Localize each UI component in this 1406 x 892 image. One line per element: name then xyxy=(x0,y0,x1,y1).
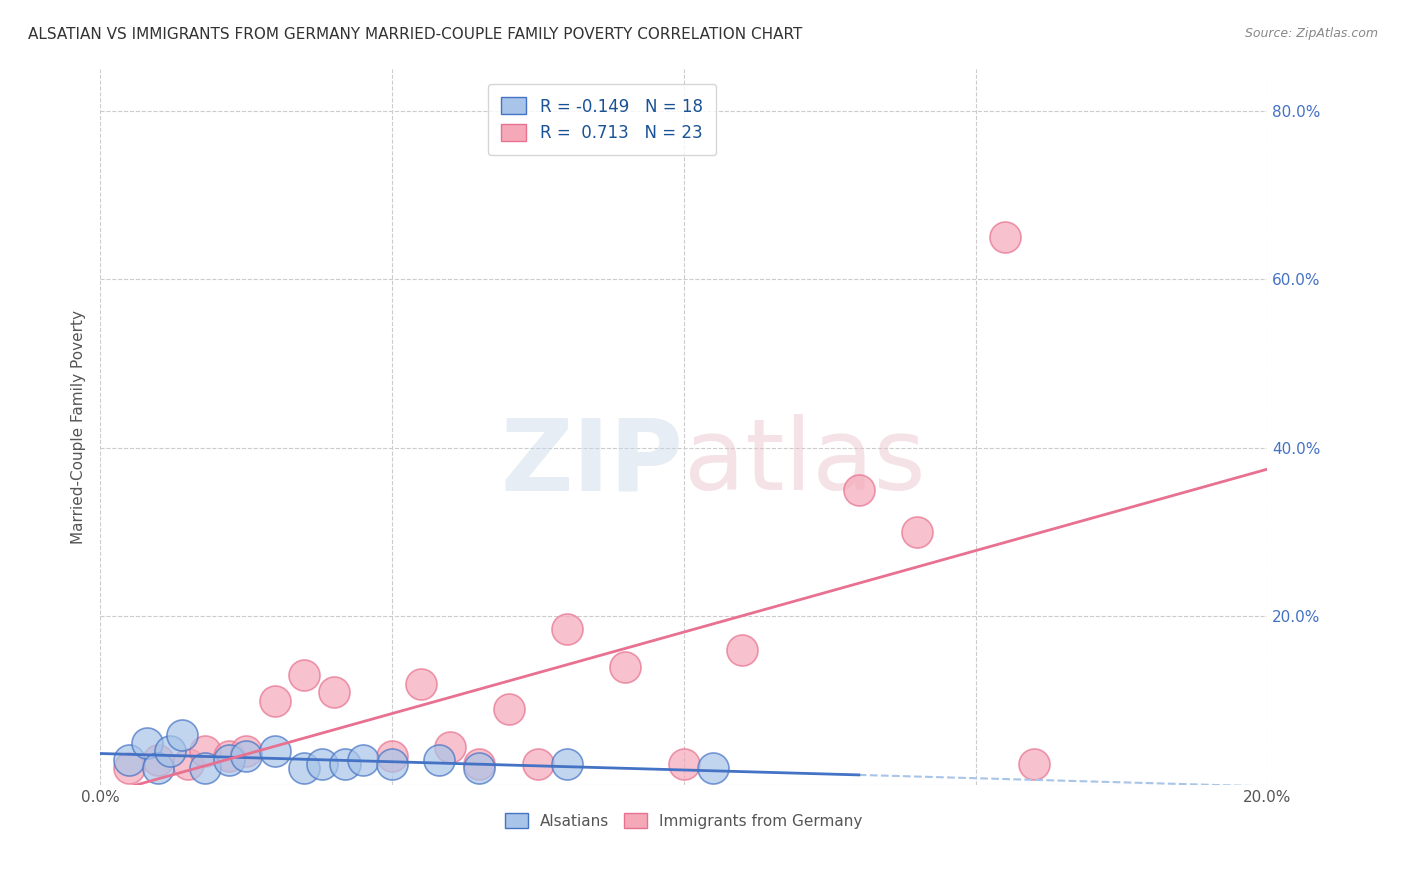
Point xyxy=(218,753,240,767)
Point xyxy=(411,677,433,691)
Point xyxy=(555,622,578,636)
Point xyxy=(994,230,1017,244)
Point xyxy=(176,757,198,772)
Point xyxy=(427,753,450,767)
Point xyxy=(848,483,870,497)
Point xyxy=(170,727,193,741)
Point xyxy=(264,744,287,758)
Point xyxy=(194,761,217,775)
Point xyxy=(468,761,491,775)
Point xyxy=(1022,757,1045,772)
Point xyxy=(498,702,520,716)
Point xyxy=(292,668,315,682)
Point xyxy=(672,757,695,772)
Point xyxy=(352,753,374,767)
Point xyxy=(439,740,461,755)
Point xyxy=(311,757,333,772)
Point xyxy=(118,761,141,775)
Point xyxy=(235,744,257,758)
Point xyxy=(194,744,217,758)
Text: Source: ZipAtlas.com: Source: ZipAtlas.com xyxy=(1244,27,1378,40)
Text: ZIP: ZIP xyxy=(501,414,683,511)
Text: atlas: atlas xyxy=(683,414,925,511)
Point xyxy=(148,753,170,767)
Point xyxy=(905,525,928,540)
Point xyxy=(118,753,141,767)
Point xyxy=(235,748,257,763)
Y-axis label: Married-Couple Family Poverty: Married-Couple Family Poverty xyxy=(72,310,86,544)
Legend: Alsatians, Immigrants from Germany: Alsatians, Immigrants from Germany xyxy=(499,806,869,835)
Point xyxy=(135,736,157,750)
Point xyxy=(322,685,344,699)
Point xyxy=(218,748,240,763)
Text: ALSATIAN VS IMMIGRANTS FROM GERMANY MARRIED-COUPLE FAMILY POVERTY CORRELATION CH: ALSATIAN VS IMMIGRANTS FROM GERMANY MARR… xyxy=(28,27,803,42)
Point xyxy=(381,748,404,763)
Point xyxy=(702,761,724,775)
Point xyxy=(468,757,491,772)
Point xyxy=(148,761,170,775)
Point xyxy=(292,761,315,775)
Point xyxy=(264,694,287,708)
Point xyxy=(527,757,550,772)
Point xyxy=(555,757,578,772)
Point xyxy=(159,744,181,758)
Point xyxy=(335,757,357,772)
Point xyxy=(381,757,404,772)
Point xyxy=(614,660,637,674)
Point xyxy=(731,643,754,657)
